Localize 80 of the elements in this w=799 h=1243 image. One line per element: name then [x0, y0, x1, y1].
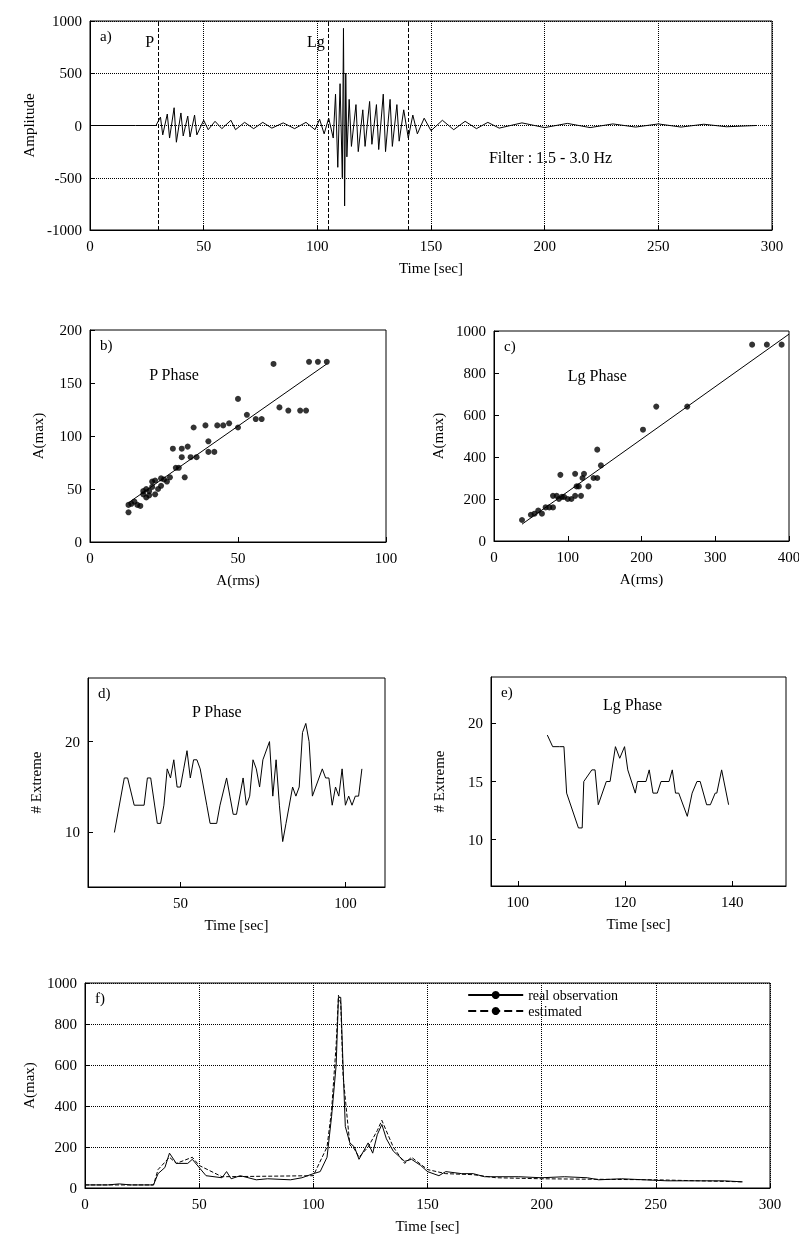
- x-tick-label: 250: [647, 237, 670, 254]
- y-tick-label: -1000: [47, 222, 82, 238]
- y-axis-title: # Extreme: [430, 750, 447, 813]
- x-tick-label: 0: [86, 237, 94, 254]
- x-tick-label: 300: [704, 548, 727, 565]
- y-tick-label: 1000: [47, 975, 77, 991]
- x-tick-label: 0: [86, 549, 94, 566]
- y-axis-title: Amplitude: [20, 93, 37, 158]
- annotation: P Phase: [149, 366, 199, 384]
- x-tick-label: 50: [196, 237, 212, 254]
- x-axis-title: Time [sec]: [204, 916, 269, 933]
- y-tick-label: 600: [54, 1057, 77, 1073]
- annotation: Lg Phase: [603, 695, 663, 714]
- ref-line-label: P: [145, 32, 155, 50]
- y-tick-label: 400: [54, 1098, 77, 1114]
- x-tick-label: 120: [613, 893, 637, 910]
- x-tick-label: 100: [506, 893, 530, 910]
- chart-title: b): [100, 336, 113, 354]
- annotation: Filter : 1.5 - 3.0 Hz: [488, 149, 613, 167]
- y-tick-label: 1000: [456, 323, 486, 339]
- legend-label: real observation: [528, 987, 618, 1003]
- y-tick-label: -500: [54, 169, 82, 186]
- y-tick-label: 200: [59, 322, 82, 338]
- x-tick-label: 250: [644, 1195, 668, 1212]
- y-tick-label: 500: [59, 65, 82, 82]
- ref-line-label: Lg: [306, 32, 325, 51]
- y-tick-label: 0: [69, 1180, 77, 1196]
- y-axis-title: A(max): [20, 1062, 38, 1109]
- y-tick-label: 200: [54, 1139, 77, 1155]
- x-axis-title: Time [sec]: [606, 915, 671, 932]
- x-tick-label: 300: [760, 237, 784, 254]
- y-tick-label: 15: [468, 773, 483, 790]
- x-tick-label: 300: [758, 1195, 782, 1212]
- y-tick-label: 50: [67, 481, 82, 497]
- x-tick-label: 100: [334, 894, 357, 911]
- x-axis-title: Time [sec]: [398, 259, 464, 276]
- y-tick-label: 0: [478, 533, 486, 549]
- x-axis-title: A(rms): [619, 570, 664, 588]
- y-tick-label: 0: [74, 534, 82, 550]
- y-tick-label: 10: [65, 824, 80, 841]
- y-axis-title: A(max): [429, 412, 447, 460]
- x-tick-label: 50: [191, 1195, 207, 1212]
- x-tick-label: 100: [306, 237, 329, 254]
- y-tick-label: 200: [463, 491, 486, 507]
- y-tick-label: 10: [468, 831, 483, 848]
- y-axis-title: # Extreme: [27, 751, 44, 814]
- annotation: P Phase: [191, 702, 242, 720]
- y-tick-label: 800: [54, 1016, 77, 1032]
- chart-title: a): [100, 27, 112, 45]
- x-tick-label: 100: [302, 1195, 325, 1212]
- legend-label: estimated: [528, 1003, 582, 1019]
- x-tick-label: 0: [490, 548, 498, 565]
- x-tick-label: 200: [630, 548, 653, 565]
- y-tick-label: 400: [463, 449, 486, 465]
- y-tick-label: 0: [74, 117, 82, 134]
- x-tick-label: 200: [530, 1195, 553, 1212]
- y-tick-label: 1000: [52, 13, 82, 29]
- x-tick-label: 150: [416, 1195, 439, 1212]
- y-tick-label: 20: [65, 733, 80, 750]
- y-axis-title: A(max): [29, 412, 47, 460]
- x-tick-label: 100: [374, 549, 398, 566]
- x-tick-label: 140: [721, 893, 744, 910]
- x-tick-label: 50: [230, 549, 246, 566]
- chart-title: e): [501, 683, 513, 701]
- x-axis-title: Time [sec]: [395, 1217, 460, 1234]
- x-tick-label: 400: [777, 548, 799, 565]
- chart-title: f): [95, 989, 105, 1007]
- x-tick-label: 50: [172, 894, 188, 911]
- y-tick-label: 600: [463, 407, 486, 423]
- x-tick-label: 150: [419, 237, 443, 254]
- y-tick-label: 100: [59, 428, 82, 444]
- x-axis-title: A(rms): [216, 571, 260, 589]
- x-tick-label: 100: [556, 548, 579, 565]
- y-tick-label: 150: [59, 375, 82, 391]
- chart-title: c): [504, 337, 516, 355]
- y-tick-label: 800: [463, 365, 486, 381]
- chart-title: d): [98, 684, 111, 702]
- annotation: Lg Phase: [567, 366, 627, 385]
- y-tick-label: 20: [468, 715, 483, 732]
- x-tick-label: 200: [533, 237, 556, 254]
